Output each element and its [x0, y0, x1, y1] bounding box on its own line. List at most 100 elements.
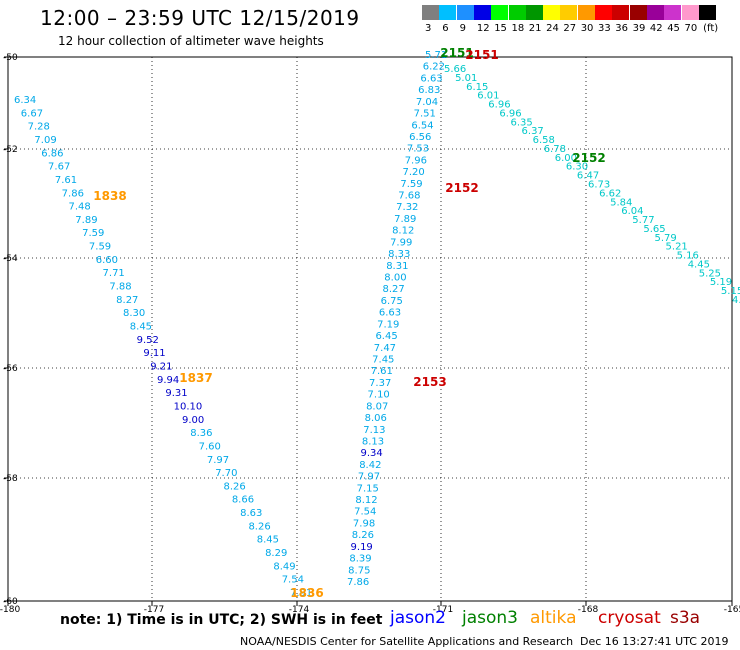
- swh-value: 5.19: [710, 277, 732, 288]
- swh-value: 6.73: [588, 180, 610, 191]
- swh-value: 6.47: [577, 171, 599, 182]
- track-time-label: 2151: [440, 46, 473, 60]
- swh-value: 8.12: [355, 495, 377, 506]
- swh-value: 7.97: [358, 472, 380, 483]
- swh-value: 8.06: [365, 413, 387, 424]
- lat-tick-label: -56: [3, 364, 18, 374]
- satellite-s3a: s3a: [670, 608, 701, 628]
- legend-swatch: [681, 5, 699, 20]
- legend-swatch: [560, 5, 578, 20]
- swh-value: 6.15: [466, 82, 488, 93]
- swh-value: 8.26: [224, 481, 246, 492]
- swh-value: 8.26: [352, 530, 374, 541]
- swh-value: 4.45: [688, 259, 710, 270]
- lon-tick-label: -171: [433, 605, 453, 615]
- legend-swatch: [491, 5, 509, 20]
- satellite-cryosat: cryosat: [598, 608, 661, 628]
- swh-value: 9.34: [361, 448, 383, 459]
- swh-value: 5.25: [699, 268, 721, 279]
- swh-value: 7.54: [282, 575, 304, 586]
- swh-value: 6.75: [381, 296, 403, 307]
- legend-label: 9: [459, 23, 466, 34]
- satellite-altika: altika: [530, 608, 577, 628]
- swh-value: 7.15: [357, 483, 379, 494]
- swh-value: 5.21: [666, 242, 688, 253]
- swh-value: 7.61: [371, 366, 393, 377]
- legend-swatch: [439, 5, 457, 20]
- swh-value: 7.47: [374, 343, 396, 354]
- swh-value: 7.59: [400, 179, 422, 190]
- satellite-jason3: jason3: [462, 608, 518, 628]
- swh-value: 8.00: [384, 273, 406, 284]
- legend-swatch: [543, 5, 561, 20]
- swh-value: 9.31: [165, 388, 187, 399]
- legend-swatch: [508, 5, 526, 20]
- legend-label: 33: [598, 23, 611, 34]
- lon-tick-label: -180: [0, 605, 20, 615]
- swh-value: 7.67: [48, 162, 70, 173]
- swh-value: 7.45: [372, 354, 394, 365]
- swh-value: 7.70: [215, 468, 237, 479]
- legend-label: 15: [494, 23, 507, 34]
- legend-swatch: [664, 5, 682, 20]
- swh-value: 5.01: [455, 73, 477, 84]
- swh-value: 7.10: [368, 390, 390, 401]
- swh-value: 8.27: [116, 295, 138, 306]
- swh-value: 7.04: [416, 97, 438, 108]
- legend-label: 36: [615, 23, 629, 34]
- page-subtitle: 12 hour collection of altimeter wave hei…: [58, 34, 324, 48]
- swh-value: 7.99: [390, 237, 412, 248]
- legend-label: 12: [476, 23, 490, 34]
- swh-value: 9.19: [351, 542, 373, 553]
- legend-swatch: [456, 5, 474, 20]
- swh-value: 10.10: [174, 401, 203, 412]
- swh-value: 5.15: [721, 286, 740, 297]
- swh-value: 6.22: [423, 62, 445, 73]
- swh-value: 8.33: [388, 249, 410, 260]
- swh-value: 5.84: [610, 197, 632, 208]
- track-time-label: 1838: [93, 189, 126, 203]
- swh-value: 8.13: [362, 436, 384, 447]
- legend-swatch: [525, 5, 543, 20]
- timestamp-text: Dec 16 13:27:41 UTC 2019: [580, 635, 729, 648]
- legend-swatch: [422, 5, 439, 20]
- swh-value: 8.07: [366, 401, 388, 412]
- track-time-label: 2152: [572, 151, 605, 165]
- swh-value: 7.89: [394, 214, 416, 225]
- legend-swatch: [612, 5, 630, 20]
- swh-value: 7.13: [363, 425, 385, 436]
- legend-unit: (ft): [703, 23, 719, 34]
- swh-value: 6.86: [41, 148, 63, 159]
- swh-value: 7.68: [398, 191, 420, 202]
- swh-value: 7.98: [353, 518, 375, 529]
- legend-label: 24: [546, 23, 559, 34]
- swh-value: 5.77: [632, 215, 654, 226]
- swh-value: 6.63: [420, 73, 442, 84]
- track-time-label: 2151: [465, 48, 498, 62]
- swh-value: 6.78: [544, 144, 566, 155]
- swh-value: 6.34: [14, 95, 36, 106]
- legend-label: 18: [511, 23, 525, 34]
- swh-value: 8.36: [190, 428, 212, 439]
- swh-value: 9.00: [182, 415, 204, 426]
- swh-value: 7.89: [75, 215, 97, 226]
- swh-value: 8.66: [232, 495, 254, 506]
- legend-label: 45: [667, 23, 680, 34]
- legend-swatch: [698, 5, 716, 20]
- swh-value: 6.58: [533, 135, 555, 146]
- swh-value: 9.94: [157, 375, 179, 386]
- swh-value: 8.31: [386, 261, 408, 272]
- swh-value: 5.16: [677, 251, 699, 262]
- swh-value: 8.63: [240, 508, 262, 519]
- swh-value: 8.26: [248, 521, 270, 532]
- swh-value: 7.32: [396, 202, 418, 213]
- swh-value: 9.11: [143, 348, 165, 359]
- lon-tick-label: -174: [289, 605, 310, 615]
- plot-frame: [7, 56, 733, 602]
- page-title: 12:00 – 23:59 UTC 12/15/2019: [40, 6, 360, 30]
- swh-value: 6.96: [499, 108, 521, 119]
- swh-value: 7.59: [89, 242, 111, 253]
- swh-value: 6.30: [566, 162, 588, 173]
- lat-tick-label: -54: [3, 254, 18, 264]
- lat-tick-label: -58: [3, 474, 18, 484]
